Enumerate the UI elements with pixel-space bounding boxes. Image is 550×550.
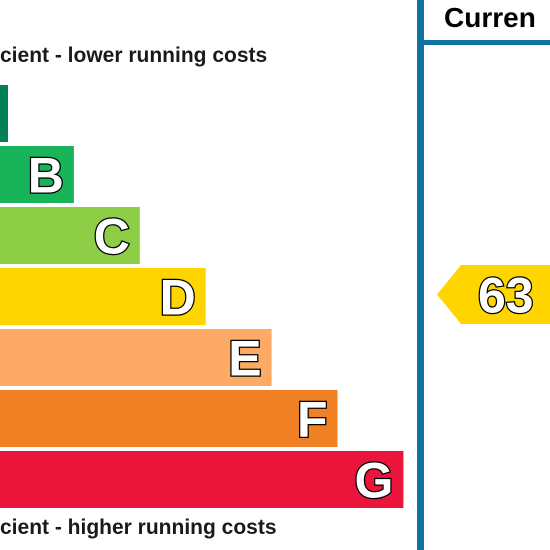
band-bar (0, 146, 74, 203)
top-caption: cient - lower running costs (0, 44, 268, 67)
band-letter: C (94, 209, 130, 265)
band-bar (0, 268, 206, 325)
band-letter: B (28, 148, 64, 204)
panel-left-border (417, 0, 424, 550)
column-header: Curren (444, 2, 536, 33)
band-bar (0, 451, 404, 508)
band-letter: F (297, 392, 328, 448)
column-header-divider (424, 40, 550, 45)
current-rating-panel: 63 (437, 265, 550, 325)
band-bar (0, 390, 338, 447)
current-rating-arrow (437, 265, 550, 324)
band-letter: D (160, 270, 196, 326)
band-bar (0, 329, 272, 386)
band-letter: E (228, 331, 261, 387)
band-letter: G (354, 453, 393, 509)
bottom-caption: cient - higher running costs (0, 516, 277, 539)
band-bar (0, 85, 8, 142)
band-bar (0, 207, 140, 264)
current-rating-value: 63 (478, 268, 534, 324)
